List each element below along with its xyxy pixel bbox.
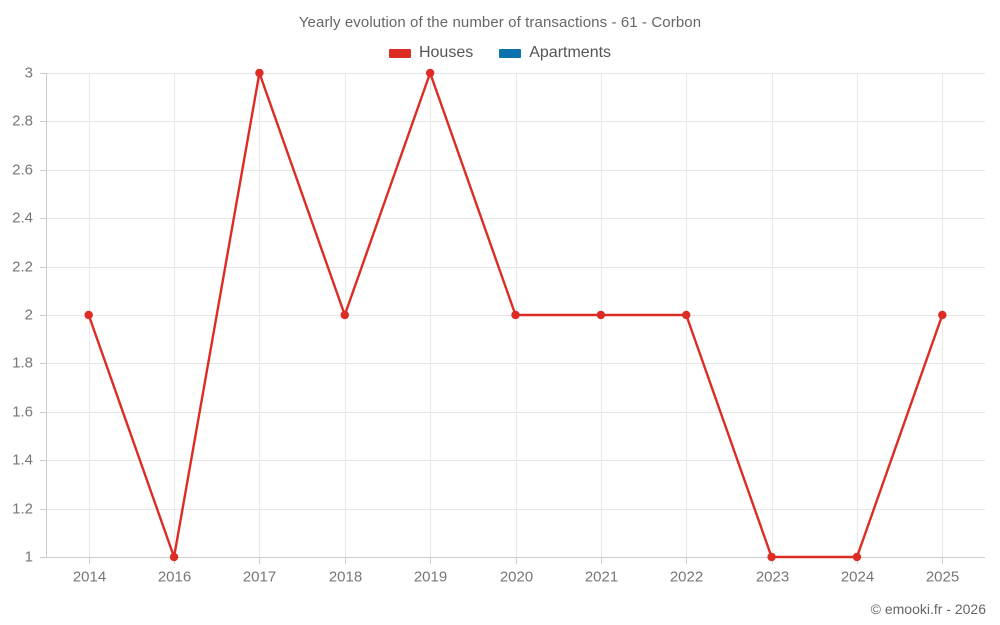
y-tick-label: 2.6 — [12, 161, 33, 178]
y-tick-label: 1.8 — [12, 354, 33, 371]
legend-item-apartments[interactable]: Apartments — [499, 44, 611, 62]
chart-footer-credit: © emooki.fr - 2026 — [870, 601, 986, 617]
legend-swatch-apartments — [499, 48, 522, 58]
x-tick-label: 2014 — [73, 568, 106, 585]
data-point-houses[interactable] — [340, 310, 349, 320]
x-tick-label: 2021 — [585, 568, 618, 585]
x-tick-label: 2016 — [158, 568, 191, 585]
data-point-houses[interactable] — [255, 68, 264, 78]
y-tick-label: 2 — [25, 306, 33, 323]
y-tick-label: 1.4 — [12, 451, 33, 468]
y-tick-label: 3 — [25, 64, 33, 81]
x-tick-label: 2018 — [329, 568, 362, 585]
x-axis-ticks: 2014 2016 2017 2018 2019 2020 2021 2022 2023 2024… — [73, 568, 959, 585]
data-point-houses[interactable] — [682, 310, 691, 320]
legend-label-houses: Houses — [418, 44, 474, 61]
x-tick-label: 2023 — [756, 568, 789, 585]
y-tick-label: 2.8 — [12, 112, 33, 129]
data-point-houses[interactable] — [511, 310, 520, 320]
data-point-houses[interactable] — [767, 552, 776, 562]
y-tick-label: 1.6 — [12, 403, 33, 420]
x-tick-label: 2017 — [243, 568, 276, 585]
data-point-houses[interactable] — [169, 552, 179, 562]
y-axis-ticks: 1 1.2 1.4 1.6 1.8 2 2.2 2.4 2.6 2.8 3 — [12, 64, 33, 565]
data-point-houses[interactable] — [425, 68, 435, 78]
y-tick-label: 1.2 — [12, 500, 33, 517]
data-point-houses[interactable] — [596, 310, 606, 320]
data-point-houses[interactable] — [84, 310, 93, 320]
x-tick-label: 2024 — [841, 568, 874, 585]
legend-label-apartments: Apartments — [529, 44, 612, 61]
series-layer — [84, 68, 947, 562]
y-tick-label: 2.2 — [12, 258, 33, 275]
x-tick-label: 2020 — [500, 568, 533, 585]
x-tick-label: 2022 — [670, 568, 703, 585]
x-tick-label: 2019 — [414, 568, 447, 585]
chart-title: Yearly evolution of the number of transa… — [298, 14, 702, 31]
data-point-houses[interactable] — [852, 552, 862, 562]
y-tick-label: 1 — [25, 548, 33, 565]
x-tick-label: 2025 — [926, 568, 959, 585]
legend-swatch-houses — [388, 48, 411, 58]
data-point-houses[interactable] — [938, 310, 947, 320]
legend-item-houses[interactable]: Houses — [388, 44, 474, 62]
chart-legend: Houses Apartments — [0, 44, 1000, 62]
axis-layer — [40, 73, 985, 564]
y-tick-label: 2.4 — [12, 209, 33, 226]
